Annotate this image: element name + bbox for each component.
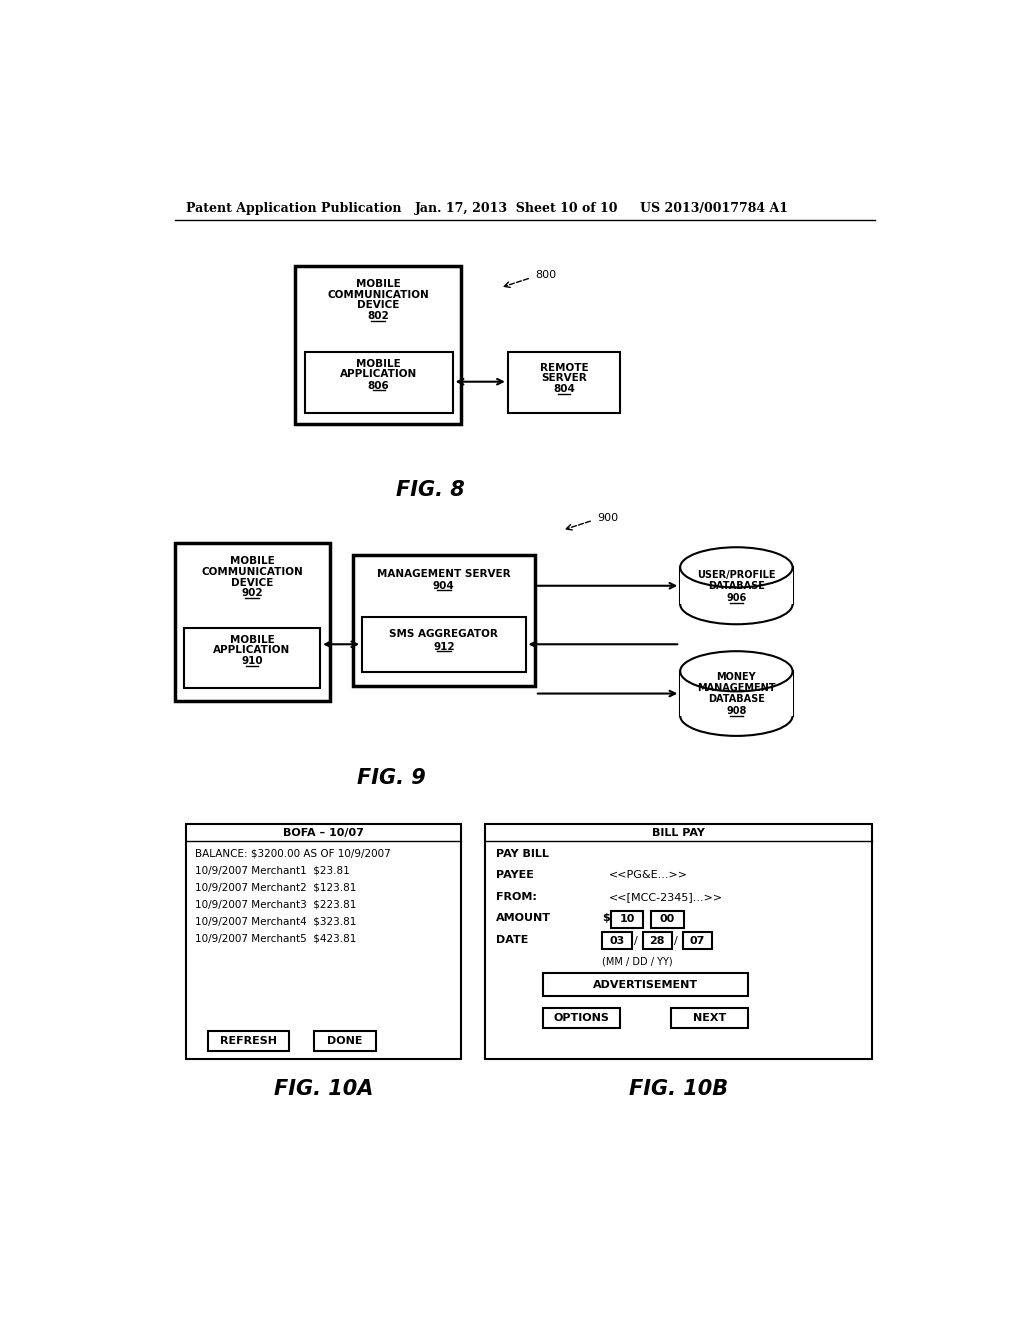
Bar	[305, 352, 453, 412]
Text: DONE: DONE	[328, 1036, 362, 1045]
Text: MONEY: MONEY	[717, 672, 756, 682]
Bar	[651, 911, 684, 928]
Bar	[543, 1007, 621, 1028]
Text: BILL PAY: BILL PAY	[652, 828, 705, 838]
Text: MOBILE: MOBILE	[229, 556, 274, 566]
Bar	[611, 911, 643, 928]
Text: FIG. 9: FIG. 9	[357, 768, 426, 788]
Bar	[680, 568, 793, 605]
Bar	[183, 628, 321, 688]
Text: 900: 900	[597, 513, 618, 523]
Text: (MM / DD / YY): (MM / DD / YY)	[602, 957, 673, 966]
Text: MOBILE: MOBILE	[355, 279, 400, 289]
Bar	[314, 1031, 376, 1051]
Text: COMMUNICATION: COMMUNICATION	[201, 566, 303, 577]
Bar	[186, 825, 461, 1059]
Text: SERVER: SERVER	[541, 372, 587, 383]
Text: 10/9/2007 Merchant3  $223.81: 10/9/2007 Merchant3 $223.81	[196, 899, 356, 909]
Text: 802: 802	[367, 312, 389, 321]
Text: FROM:: FROM:	[496, 892, 537, 902]
Ellipse shape	[680, 651, 793, 692]
Text: MANAGEMENT: MANAGEMENT	[697, 684, 775, 693]
Text: 912: 912	[433, 642, 455, 652]
Text: 806: 806	[368, 380, 389, 391]
Text: DATABASE: DATABASE	[708, 581, 765, 591]
Text: COMMUNICATION: COMMUNICATION	[327, 289, 429, 300]
Bar	[680, 672, 793, 715]
Text: FIG. 10B: FIG. 10B	[629, 1078, 728, 1098]
Text: USER/PROFILE: USER/PROFILE	[697, 570, 775, 579]
Text: SMS AGGREGATOR: SMS AGGREGATOR	[389, 630, 499, 639]
Text: APPLICATION: APPLICATION	[340, 370, 418, 379]
Text: Patent Application Publication: Patent Application Publication	[186, 202, 401, 215]
Text: /: /	[674, 936, 678, 945]
Text: ADVERTISEMENT: ADVERTISEMENT	[593, 979, 698, 990]
Text: 00: 00	[659, 915, 675, 924]
Text: $: $	[602, 913, 610, 924]
Bar	[208, 1031, 289, 1051]
Text: /: /	[634, 936, 638, 945]
Text: 10: 10	[620, 915, 635, 924]
Text: DEVICE: DEVICE	[356, 301, 399, 310]
Text: 07: 07	[690, 936, 706, 945]
Text: 904: 904	[433, 581, 455, 591]
Text: OPTIONS: OPTIONS	[553, 1012, 609, 1023]
Text: 10/9/2007 Merchant2  $123.81: 10/9/2007 Merchant2 $123.81	[196, 883, 356, 892]
Bar	[508, 352, 621, 412]
Text: APPLICATION: APPLICATION	[213, 644, 291, 655]
Text: DATABASE: DATABASE	[708, 694, 765, 704]
Bar	[671, 1007, 748, 1028]
Text: 804: 804	[553, 384, 574, 395]
Bar	[643, 932, 672, 949]
Text: REFRESH: REFRESH	[220, 1036, 278, 1045]
Bar	[352, 554, 535, 686]
Text: MANAGEMENT SERVER: MANAGEMENT SERVER	[377, 569, 511, 579]
Text: 28: 28	[649, 936, 665, 945]
Text: <<[MCC-2345]...>>: <<[MCC-2345]...>>	[608, 892, 723, 902]
Bar	[174, 544, 330, 701]
Text: <<PG&E...>>: <<PG&E...>>	[608, 870, 687, 880]
Text: REMOTE: REMOTE	[540, 363, 588, 372]
Text: NEXT: NEXT	[692, 1012, 726, 1023]
Text: US 2013/0017784 A1: US 2013/0017784 A1	[640, 202, 787, 215]
Bar	[484, 825, 872, 1059]
Text: 10/9/2007 Merchant4  $323.81: 10/9/2007 Merchant4 $323.81	[196, 916, 356, 927]
Text: 906: 906	[726, 593, 746, 603]
Text: 10/9/2007 Merchant5  $423.81: 10/9/2007 Merchant5 $423.81	[196, 933, 356, 944]
Bar	[543, 973, 748, 997]
Text: 902: 902	[242, 589, 263, 598]
Text: DEVICE: DEVICE	[230, 578, 273, 587]
Text: FIG. 8: FIG. 8	[396, 479, 465, 499]
Text: BALANCE: $3200.00 AS OF 10/9/2007: BALANCE: $3200.00 AS OF 10/9/2007	[196, 849, 391, 859]
Text: PAY BILL: PAY BILL	[496, 849, 549, 859]
Ellipse shape	[680, 548, 793, 587]
Text: AMOUNT: AMOUNT	[496, 913, 551, 924]
Text: 03: 03	[609, 936, 625, 945]
Text: 10/9/2007 Merchant1  $23.81: 10/9/2007 Merchant1 $23.81	[196, 866, 350, 875]
Text: 908: 908	[726, 706, 746, 717]
Text: FIG. 10A: FIG. 10A	[274, 1078, 374, 1098]
Text: PAYEE: PAYEE	[496, 870, 534, 880]
Text: DATE: DATE	[496, 935, 528, 945]
Text: MOBILE: MOBILE	[356, 359, 401, 370]
Bar	[295, 267, 461, 424]
Bar	[683, 932, 713, 949]
Text: 910: 910	[242, 656, 263, 667]
Text: Jan. 17, 2013  Sheet 10 of 10: Jan. 17, 2013 Sheet 10 of 10	[415, 202, 618, 215]
Bar	[362, 616, 525, 672]
Text: BOFA – 10/07: BOFA – 10/07	[284, 828, 365, 838]
Text: MOBILE: MOBILE	[229, 635, 274, 644]
Text: 800: 800	[535, 271, 556, 280]
Bar	[602, 932, 632, 949]
